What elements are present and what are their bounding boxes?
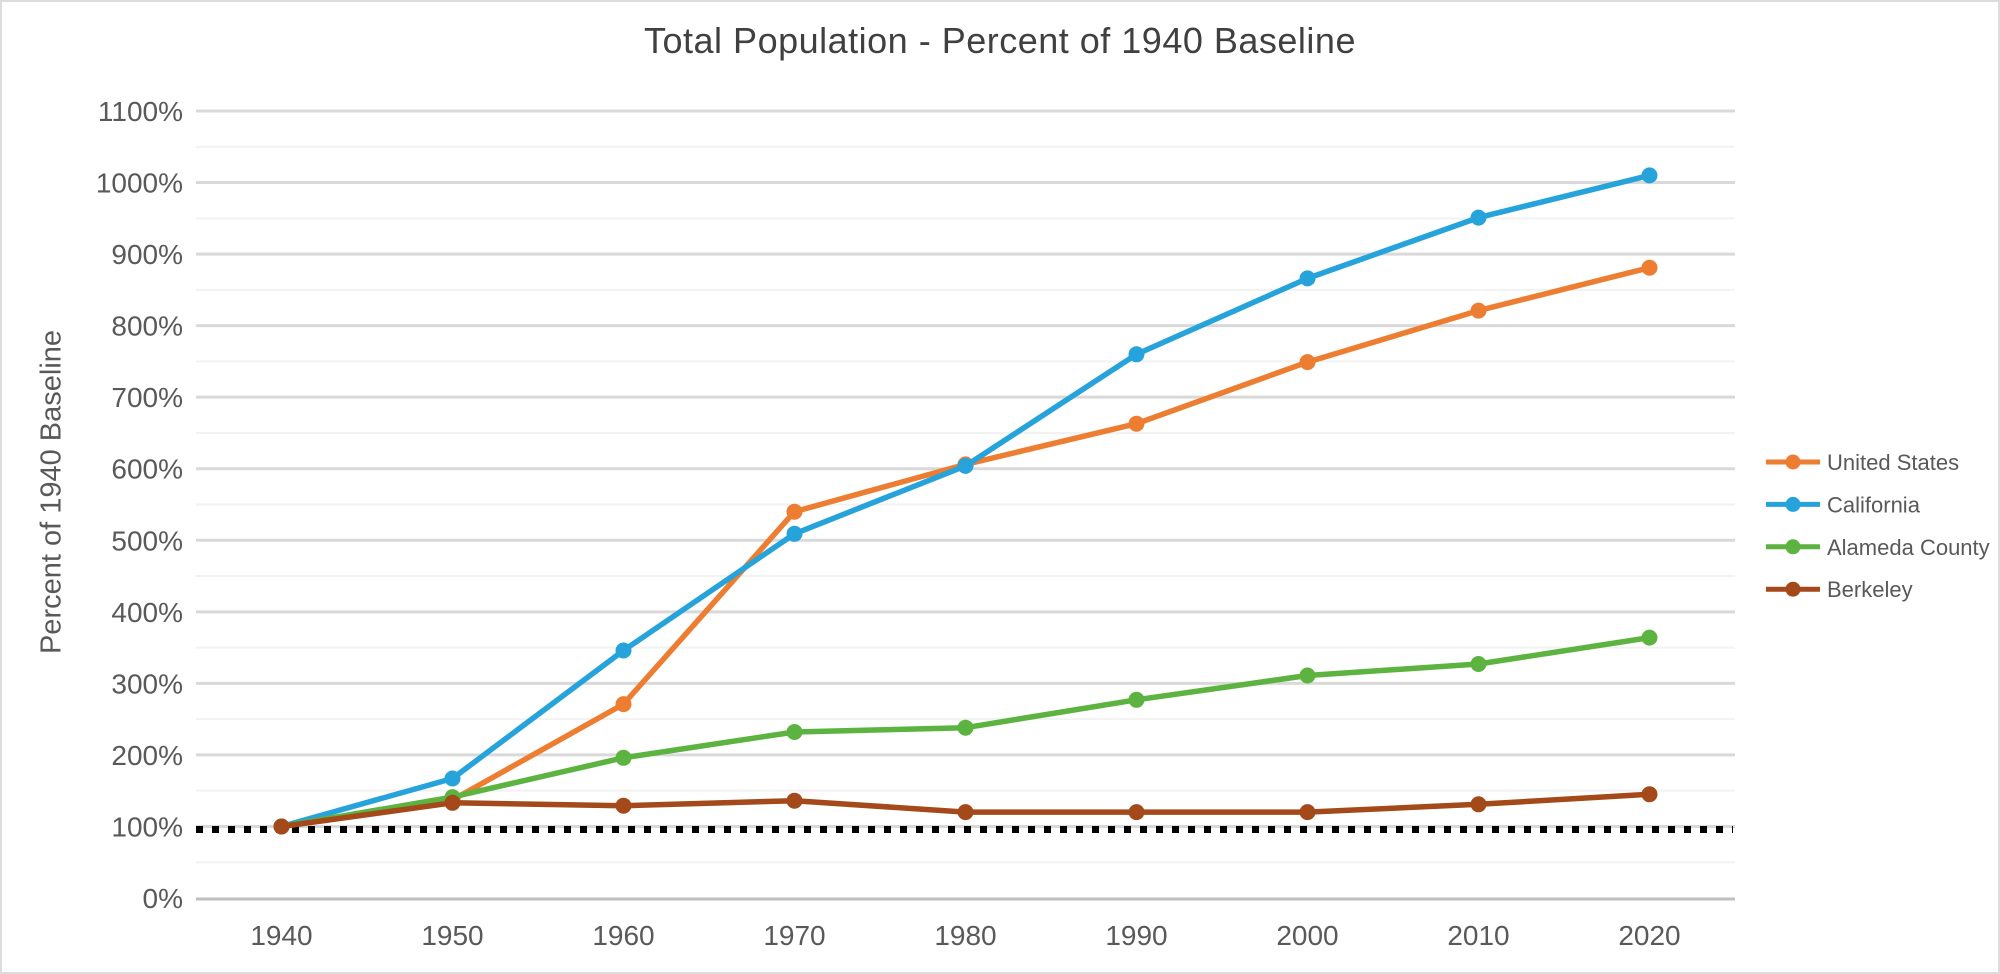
data-point-united-states-2000[interactable] <box>1299 354 1316 371</box>
data-point-alameda-county-1960[interactable] <box>615 749 632 766</box>
legend-item-california[interactable]: California <box>1766 492 1921 517</box>
y-tick-label: 200% <box>111 740 183 771</box>
data-point-california-1960[interactable] <box>615 642 632 659</box>
major-gridlines <box>196 109 1735 828</box>
y-tick-label: 1100% <box>98 96 183 127</box>
legend-marker-dot <box>1785 539 1801 555</box>
data-point-united-states-1970[interactable] <box>786 503 803 520</box>
data-point-california-1980[interactable] <box>957 457 974 474</box>
data-point-alameda-county-2010[interactable] <box>1470 656 1487 672</box>
legend-label: United States <box>1827 450 1959 475</box>
y-tick-label: 700% <box>111 382 183 413</box>
data-point-united-states-1960[interactable] <box>615 696 632 713</box>
chart-title: Total Population - Percent of 1940 Basel… <box>644 20 1356 61</box>
x-tick-label: 1990 <box>1105 920 1167 951</box>
data-point-berkeley-1960[interactable] <box>615 797 632 814</box>
data-point-berkeley-2010[interactable] <box>1470 796 1487 813</box>
y-axis-tick-labels: 0% 100% 200% 300% 400% 500% 600% 700% 800% 900% 10… <box>96 96 183 914</box>
data-point-california-1990[interactable] <box>1128 346 1145 363</box>
y-tick-label: 400% <box>111 597 183 628</box>
x-tick-label: 1980 <box>934 920 996 951</box>
legend-item-alameda-county[interactable]: Alameda County <box>1766 535 1990 560</box>
x-tick-label: 1970 <box>763 920 825 951</box>
data-point-california-2020[interactable] <box>1641 167 1658 184</box>
y-tick-label: 500% <box>111 525 183 556</box>
data-point-berkeley-1990[interactable] <box>1128 804 1145 821</box>
data-point-berkeley-1950[interactable] <box>444 794 461 811</box>
legend-item-united-states[interactable]: United States <box>1766 450 1959 475</box>
legend-item-berkeley[interactable]: Berkeley <box>1766 577 1913 602</box>
data-point-california-2010[interactable] <box>1470 209 1487 226</box>
y-tick-label: 900% <box>111 239 183 270</box>
legend: United States California Alameda County Ber… <box>1766 450 1990 602</box>
data-point-berkeley-1970[interactable] <box>786 792 803 809</box>
data-point-alameda-county-2000[interactable] <box>1299 667 1316 684</box>
series-line-united-states[interactable] <box>278 264 1653 830</box>
series-united-states[interactable] <box>273 259 1658 835</box>
minor-gridlines <box>196 145 1735 864</box>
data-point-berkeley-1940[interactable] <box>273 818 290 835</box>
data-point-alameda-county-1980[interactable] <box>957 719 974 736</box>
data-point-united-states-1990[interactable] <box>1128 415 1145 432</box>
x-tick-label: 1940 <box>250 920 312 951</box>
y-tick-label: 0% <box>143 883 183 914</box>
y-tick-label: 1000% <box>96 168 183 199</box>
x-axis-tick-labels: 1940 1950 1960 1970 1980 1990 2000 2010 2020 <box>250 920 1680 951</box>
data-point-california-1950[interactable] <box>444 770 461 787</box>
legend-label: Berkeley <box>1827 577 1913 602</box>
data-point-berkeley-1980[interactable] <box>957 804 974 821</box>
data-point-alameda-county-1970[interactable] <box>786 724 803 740</box>
data-point-california-2000[interactable] <box>1299 270 1316 287</box>
series-berkeley[interactable] <box>273 786 1658 835</box>
x-tick-label: 2000 <box>1276 920 1338 951</box>
legend-marker-dot <box>1785 581 1801 597</box>
legend-label: California <box>1827 492 1921 517</box>
x-tick-label: 2020 <box>1618 920 1680 951</box>
data-point-alameda-county-1990[interactable] <box>1128 691 1145 708</box>
y-tick-label: 300% <box>111 668 183 699</box>
data-point-california-1970[interactable] <box>786 525 803 542</box>
legend-label: Alameda County <box>1827 535 1990 560</box>
data-point-berkeley-2020[interactable] <box>1641 786 1658 803</box>
data-point-united-states-2020[interactable] <box>1641 259 1658 276</box>
x-tick-label: 1960 <box>592 920 654 951</box>
legend-marker-dot <box>1785 496 1801 512</box>
y-tick-label: 600% <box>111 454 183 485</box>
x-tick-label: 1950 <box>421 920 483 951</box>
x-tick-label: 2010 <box>1447 920 1509 951</box>
data-point-berkeley-2000[interactable] <box>1299 804 1316 821</box>
data-point-united-states-2010[interactable] <box>1470 302 1487 319</box>
legend-marker-dot <box>1785 454 1801 470</box>
data-point-alameda-county-2020[interactable] <box>1641 629 1658 646</box>
y-tick-label: 100% <box>111 811 183 842</box>
y-tick-label: 800% <box>111 311 183 342</box>
